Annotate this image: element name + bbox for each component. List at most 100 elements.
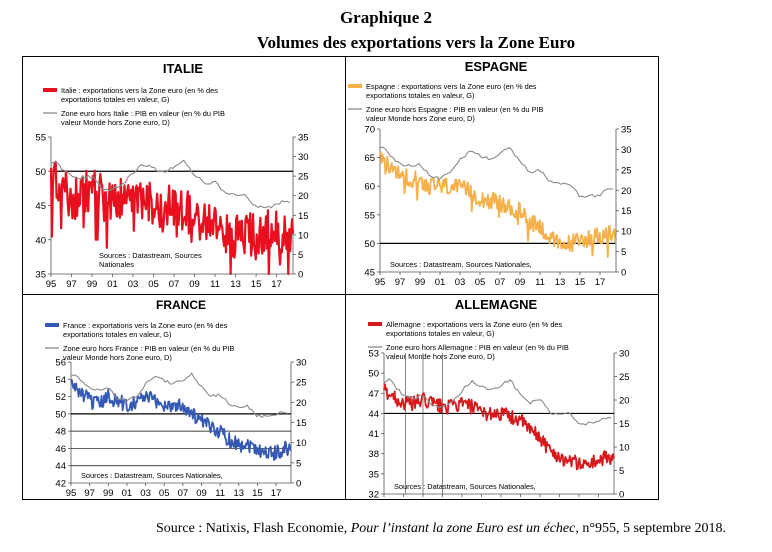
x-tick-label: 17 bbox=[271, 488, 282, 499]
right-tick-label: 20 bbox=[619, 396, 630, 407]
left-tick-label: 65 bbox=[364, 153, 375, 164]
panel-espagne: ESPAGNE Espagne : exportations vers la Zo… bbox=[346, 57, 658, 294]
x-tick-label: 15 bbox=[251, 279, 262, 290]
left-tick-label: 54 bbox=[55, 375, 66, 386]
right-tick-label: 25 bbox=[296, 378, 307, 389]
left-tick-label: 53 bbox=[368, 349, 379, 360]
legend-label: Italie : exportations vers la Zone euro … bbox=[61, 86, 218, 95]
left-tick-label: 35 bbox=[368, 469, 379, 480]
right-tick-label: 30 bbox=[298, 152, 309, 163]
x-tick-label: 17 bbox=[595, 277, 606, 288]
chart-italie: ITALIE Italie : exportations vers la Zone… bbox=[35, 61, 309, 290]
x-tick-label: 15 bbox=[252, 488, 263, 499]
right-tick-label: 10 bbox=[621, 227, 632, 238]
x-tick-label: 01 bbox=[122, 488, 133, 499]
panel-grid-frame bbox=[22, 56, 659, 500]
right-tick-label: 10 bbox=[619, 443, 630, 454]
x-tick-label: 95 bbox=[375, 277, 386, 288]
right-tick-label: 15 bbox=[621, 206, 632, 217]
figure-title: Volumes des exportations vers la Zone Eu… bbox=[256, 33, 576, 52]
left-tick-label: 32 bbox=[368, 490, 379, 500]
series-gdp-line bbox=[379, 146, 614, 198]
left-tick-label: 44 bbox=[55, 461, 66, 472]
right-tick-label: 25 bbox=[298, 172, 309, 183]
right-tick-label: 0 bbox=[619, 490, 624, 500]
right-tick-label: 5 bbox=[298, 250, 303, 261]
legend-label: France : exportations vers la Zone euro … bbox=[63, 321, 228, 330]
right-tick-label: 25 bbox=[619, 372, 630, 383]
legend-label: valeur Monde hors Zone euro, D) bbox=[63, 353, 172, 362]
chart-france: FRANCE France : exportations vers la Zone… bbox=[45, 298, 307, 499]
sources-note: Sources : Datastream, Sources Nationales… bbox=[81, 471, 223, 480]
series-exports-line bbox=[49, 160, 295, 276]
sources-note: Sources : Datastream, Sources bbox=[99, 251, 202, 260]
right-tick-label: 20 bbox=[298, 191, 309, 202]
x-tick-label: 03 bbox=[455, 277, 466, 288]
left-tick-label: 70 bbox=[364, 125, 375, 136]
panel-allemagne: ALLEMAGNE Allemagne : exportations vers l… bbox=[346, 295, 658, 499]
legend-label: exportations totales en valeur, G) bbox=[386, 329, 494, 338]
right-tick-label: 15 bbox=[298, 211, 309, 222]
x-tick-label: 99 bbox=[87, 279, 98, 290]
right-tick-label: 30 bbox=[296, 358, 307, 369]
series-exports-line bbox=[383, 383, 615, 471]
right-tick-label: 35 bbox=[298, 133, 309, 144]
chart-title: FRANCE bbox=[156, 298, 206, 312]
left-tick-label: 50 bbox=[368, 369, 379, 380]
series-exports-line bbox=[70, 379, 292, 461]
left-tick-label: 46 bbox=[55, 444, 66, 455]
right-tick-label: 0 bbox=[296, 479, 301, 490]
right-tick-label: 30 bbox=[621, 145, 632, 156]
left-tick-label: 45 bbox=[35, 201, 46, 212]
legend-label: exportations totales en valeur, G) bbox=[63, 330, 171, 339]
panel-france: FRANCE France : exportations vers la Zone… bbox=[23, 295, 345, 499]
x-tick-label: 09 bbox=[189, 279, 200, 290]
x-tick-label: 99 bbox=[415, 277, 426, 288]
x-tick-label: 01 bbox=[435, 277, 446, 288]
right-tick-label: 5 bbox=[619, 466, 624, 477]
x-tick-label: 95 bbox=[46, 279, 57, 290]
right-tick-label: 35 bbox=[621, 125, 632, 136]
left-tick-label: 55 bbox=[35, 133, 46, 144]
chart-title: ESPAGNE bbox=[465, 59, 528, 74]
series-exports-line bbox=[379, 151, 617, 258]
x-tick-label: 97 bbox=[66, 279, 77, 290]
x-tick-label: 13 bbox=[230, 279, 241, 290]
figure-number: Graphique 2 bbox=[339, 8, 433, 27]
right-tick-label: 20 bbox=[296, 398, 307, 409]
legend-label: valeur Monde hors Zone euro, D) bbox=[366, 114, 475, 123]
legend-label: exportations totales en valeur, G) bbox=[61, 95, 169, 104]
legend-label: exportations totales en valeur, G) bbox=[366, 91, 474, 100]
left-tick-label: 35 bbox=[35, 270, 46, 281]
x-tick-label: 05 bbox=[148, 279, 159, 290]
right-tick-label: 15 bbox=[619, 419, 630, 430]
left-tick-label: 47 bbox=[368, 389, 379, 400]
right-tick-label: 5 bbox=[621, 247, 626, 258]
left-tick-label: 45 bbox=[364, 268, 375, 279]
panel-divider-vertical bbox=[345, 56, 346, 500]
legend-label: Espagne : exportations vers la Zone euro… bbox=[366, 82, 537, 91]
left-tick-label: 52 bbox=[55, 392, 66, 403]
legend-label: Zone euro hors Espagne : PIB en valeur (… bbox=[366, 105, 544, 114]
x-tick-label: 11 bbox=[210, 279, 220, 290]
x-tick-label: 05 bbox=[475, 277, 486, 288]
left-tick-label: 40 bbox=[35, 235, 46, 246]
x-tick-label: 13 bbox=[555, 277, 566, 288]
x-tick-label: 01 bbox=[107, 279, 118, 290]
x-tick-label: 07 bbox=[178, 488, 189, 499]
left-tick-label: 56 bbox=[55, 358, 66, 369]
source-citation: Source : Natixis, Flash Economie, Pour l… bbox=[0, 521, 772, 537]
left-tick-label: 42 bbox=[55, 479, 66, 490]
sources-note: Sources : Datastream, Sources Nationales… bbox=[394, 482, 536, 491]
x-tick-label: 17 bbox=[271, 279, 282, 290]
chart-espagne: ESPAGNE Espagne : exportations vers la Zo… bbox=[348, 59, 632, 288]
series-gdp-line bbox=[70, 372, 289, 419]
right-tick-label: 15 bbox=[296, 418, 307, 429]
right-tick-label: 0 bbox=[298, 270, 303, 281]
chart-title: ALLEMAGNE bbox=[455, 297, 538, 312]
sources-note: Sources : Datastream, Sources Nationales… bbox=[390, 260, 532, 269]
legend-label: Zone euro hors France : PIB en valeur (e… bbox=[63, 344, 234, 353]
chart-allemagne: ALLEMAGNE Allemagne : exportations vers l… bbox=[368, 297, 630, 500]
x-tick-label: 07 bbox=[169, 279, 180, 290]
left-tick-label: 55 bbox=[364, 210, 375, 221]
